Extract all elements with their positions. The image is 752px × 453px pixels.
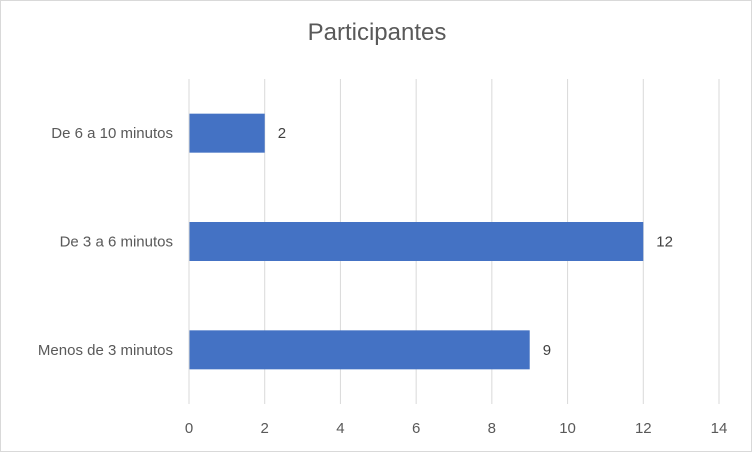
x-tick-label-12: 12 [635,420,652,437]
data-label-0: 2 [278,125,286,142]
y-category-label-0: De 6 a 10 minutos [51,125,173,142]
x-tick-label-4: 4 [336,420,344,437]
x-tick-label-6: 6 [412,420,420,437]
bar-0 [189,113,265,153]
bar-1 [189,222,644,261]
x-tick-label-2: 2 [261,420,269,437]
x-tick-label-8: 8 [488,420,496,437]
chart-title: Participantes [307,19,447,46]
y-category-label-2: Menos de 3 minutos [38,342,173,359]
data-label-2: 9 [543,342,551,359]
bar-2 [189,330,530,370]
y-category-label-1: De 3 a 6 minutos [60,234,173,251]
x-tick-label-10: 10 [559,420,576,437]
x-tick-label-14: 14 [711,420,728,437]
x-tick-label-0: 0 [185,420,193,437]
data-label-1: 12 [656,234,673,251]
